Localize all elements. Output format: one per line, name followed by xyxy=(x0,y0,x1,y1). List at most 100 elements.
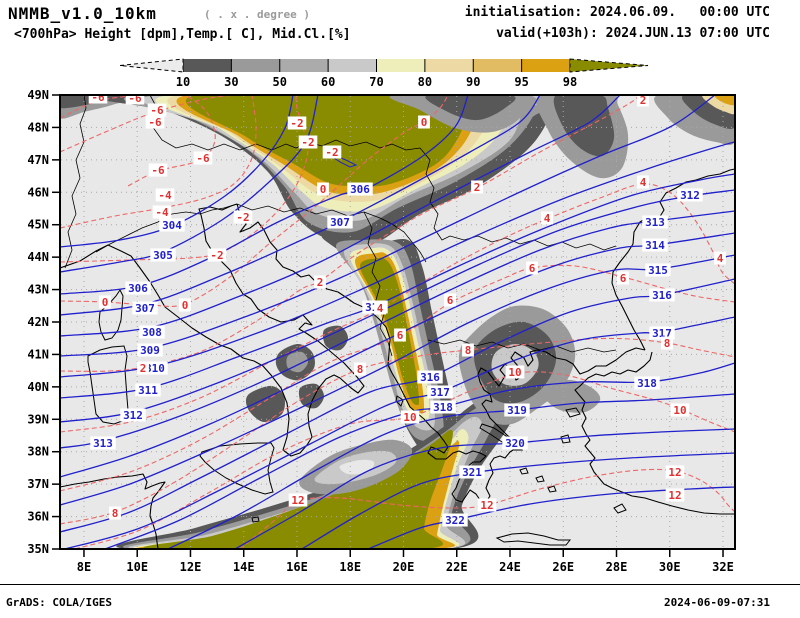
svg-text:-4: -4 xyxy=(155,206,169,219)
svg-text:45N: 45N xyxy=(27,218,49,232)
svg-text:-2: -2 xyxy=(325,146,338,159)
svg-text:30E: 30E xyxy=(659,560,681,574)
svg-text:6: 6 xyxy=(397,329,404,342)
svg-text:305: 305 xyxy=(153,249,173,262)
valid-time-label: valid(+103h): 2024.JUN.13 07:00 UTC xyxy=(496,26,770,41)
initialisation-label: initialisation: 2024.06.09. 00:00 UTC xyxy=(464,5,770,20)
svg-text:12: 12 xyxy=(480,499,493,512)
svg-text:16E: 16E xyxy=(286,560,308,574)
svg-text:8: 8 xyxy=(465,344,472,357)
svg-text:-6: -6 xyxy=(91,91,105,104)
svg-text:39N: 39N xyxy=(27,412,49,426)
svg-text:321: 321 xyxy=(462,466,482,479)
svg-text:-2: -2 xyxy=(301,136,314,149)
svg-text:314: 314 xyxy=(645,239,665,252)
svg-text:8: 8 xyxy=(664,337,671,350)
svg-text:8: 8 xyxy=(112,507,119,520)
svg-text:-2: -2 xyxy=(210,249,223,262)
svg-text:49N: 49N xyxy=(27,88,49,102)
svg-text:47N: 47N xyxy=(27,153,49,167)
svg-text:42N: 42N xyxy=(27,315,49,329)
svg-text:30: 30 xyxy=(224,75,238,89)
svg-text:4: 4 xyxy=(544,212,551,225)
svg-text:38N: 38N xyxy=(27,445,49,459)
svg-text:80: 80 xyxy=(418,75,432,89)
chart-subtitle: <700hPa> Height [dpm],Temp.[ C], Mid.Cl.… xyxy=(14,27,351,42)
svg-text:18E: 18E xyxy=(339,560,361,574)
svg-text:2: 2 xyxy=(474,181,481,194)
svg-text:306: 306 xyxy=(128,282,148,295)
svg-text:10: 10 xyxy=(508,366,521,379)
svg-text:12E: 12E xyxy=(180,560,202,574)
colorbar-under-arrow xyxy=(119,58,184,73)
svg-text:319: 319 xyxy=(507,404,527,417)
contour-labels-layer: 3043053063063073073083093103113113123123… xyxy=(88,91,726,527)
svg-text:316: 316 xyxy=(420,371,440,384)
svg-text:20E: 20E xyxy=(393,560,415,574)
svg-text:50: 50 xyxy=(273,75,287,89)
svg-text:90: 90 xyxy=(466,75,480,89)
svg-text:311: 311 xyxy=(138,384,158,397)
creation-timestamp: 2024-06-09-07:31 xyxy=(664,596,770,609)
svg-text:318: 318 xyxy=(433,401,453,414)
svg-text:317: 317 xyxy=(430,386,450,399)
svg-text:26E: 26E xyxy=(552,560,574,574)
svg-text:46N: 46N xyxy=(27,185,49,199)
svg-text:6: 6 xyxy=(447,294,454,307)
colorbar-over-arrow xyxy=(569,58,649,73)
svg-text:306: 306 xyxy=(350,183,370,196)
svg-text:-2: -2 xyxy=(236,211,249,224)
svg-text:32E: 32E xyxy=(712,560,734,574)
svg-text:24E: 24E xyxy=(499,560,521,574)
svg-text:310: 310 xyxy=(145,362,165,375)
model-title: NMMB_v1.0_10km xyxy=(8,4,157,23)
svg-text:-6: -6 xyxy=(150,104,164,117)
svg-text:312: 312 xyxy=(123,409,143,422)
svg-text:2: 2 xyxy=(640,94,647,107)
svg-text:8E: 8E xyxy=(77,560,91,574)
svg-text:307: 307 xyxy=(330,216,350,229)
svg-text:307: 307 xyxy=(135,302,155,315)
svg-text:318: 318 xyxy=(637,377,657,390)
svg-text:12: 12 xyxy=(668,489,681,502)
svg-text:-6: -6 xyxy=(148,116,162,129)
map-layers: 3043053063063073073083093103113113123123… xyxy=(60,91,735,549)
svg-text:312: 312 xyxy=(680,189,700,202)
svg-text:10: 10 xyxy=(673,404,686,417)
svg-text:-6: -6 xyxy=(196,152,210,165)
svg-text:0: 0 xyxy=(421,116,428,129)
svg-text:313: 313 xyxy=(645,216,665,229)
svg-text:22E: 22E xyxy=(446,560,468,574)
svg-text:37N: 37N xyxy=(27,477,49,491)
svg-text:0: 0 xyxy=(320,183,327,196)
svg-text:2: 2 xyxy=(140,362,147,375)
svg-text:60: 60 xyxy=(321,75,335,89)
svg-text:12: 12 xyxy=(291,494,304,507)
svg-text:4: 4 xyxy=(377,302,384,315)
svg-text:-2: -2 xyxy=(290,117,303,130)
svg-text:0: 0 xyxy=(182,299,189,312)
svg-text:41N: 41N xyxy=(27,347,49,361)
svg-text:322: 322 xyxy=(445,514,465,527)
footer-divider xyxy=(0,584,800,585)
svg-text:2: 2 xyxy=(317,276,324,289)
svg-text:44N: 44N xyxy=(27,250,49,264)
svg-text:313: 313 xyxy=(93,437,113,450)
grid-degree-note: ( . x . degree ) xyxy=(204,8,310,21)
svg-text:12: 12 xyxy=(668,466,681,479)
svg-text:40N: 40N xyxy=(27,380,49,394)
svg-text:36N: 36N xyxy=(27,510,49,524)
svg-text:4: 4 xyxy=(717,252,724,265)
graticule-layer xyxy=(61,96,734,548)
svg-text:304: 304 xyxy=(162,219,182,232)
svg-text:309: 309 xyxy=(140,344,160,357)
svg-text:-4: -4 xyxy=(158,189,172,202)
svg-text:6: 6 xyxy=(620,272,627,285)
svg-text:28E: 28E xyxy=(606,560,628,574)
svg-text:95: 95 xyxy=(514,75,528,89)
svg-text:8: 8 xyxy=(357,363,364,376)
svg-text:48N: 48N xyxy=(27,120,49,134)
svg-text:-6: -6 xyxy=(151,164,165,177)
